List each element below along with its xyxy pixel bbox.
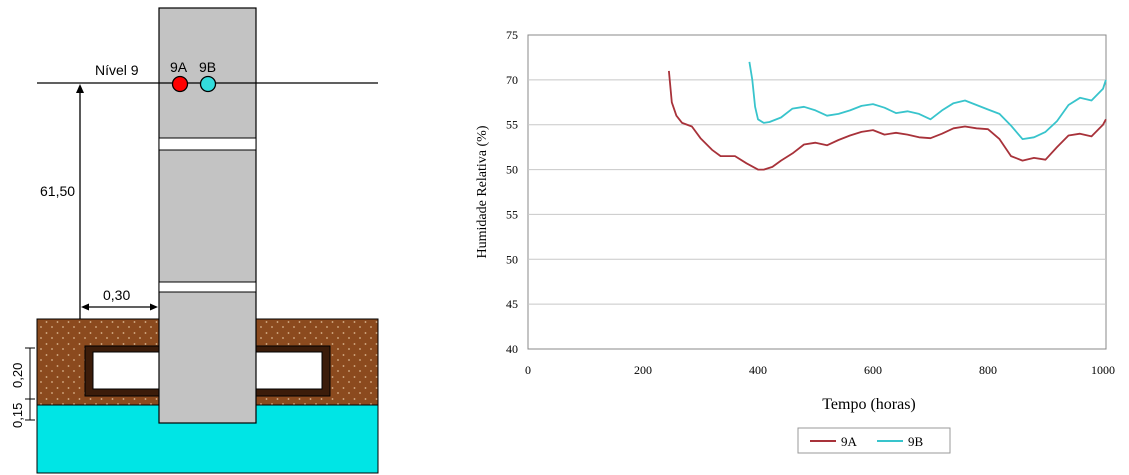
arrow-up-icon [76,84,84,93]
offset-dimension-label: 0,30 [103,287,130,303]
y-tick-label: 70 [506,73,518,87]
y-tick-label: 55 [506,118,518,132]
x-tick-label: 1000 [1091,363,1115,377]
series-line-9a [668,70,1107,171]
legend-label-9a: 9A [841,434,858,449]
sensor-9b [199,75,217,93]
y-tick-label: 55 [506,207,518,221]
x-tick-label: 600 [864,363,882,377]
plot-area [527,34,1107,350]
x-tick-label: 200 [634,363,652,377]
y-tick-label: 50 [506,252,518,266]
x-tick-label: 800 [979,363,997,377]
arrow-right-icon [150,303,158,311]
legend-label-9b: 9B [908,434,924,449]
legend: 9A 9B [797,427,951,454]
y-axis-label: Humidade Relativa (%) [475,125,490,258]
humidity-chart: 75 70 55 50 55 50 45 40 0 200 400 600 800 1000 Humid… [475,28,1115,454]
y-tick-label: 40 [506,342,518,356]
depth-upper-label: 0,20 [10,363,25,388]
height-dimension-label: 61,50 [40,183,75,199]
pillar-joint-lower [158,281,257,293]
y-tick-label: 75 [506,28,518,42]
y-tick-label: 45 [506,297,518,311]
series-line-9b [748,61,1107,141]
depth-lower-label: 0,15 [10,403,25,428]
structure-diagram: Nível 9 9A 9B 61,50 0,30 0,20 0,15 [10,7,379,474]
x-tick-label: 0 [525,363,531,377]
y-tick-label: 50 [506,163,518,177]
level-label: Nível 9 [95,62,139,78]
arrow-left-icon [81,303,89,311]
x-tick-label: 400 [749,363,767,377]
sensor-9b-label: 9B [199,59,216,75]
x-axis-label: Tempo (horas) [822,396,916,413]
sensor-9a [171,75,189,93]
sensor-9a-label: 9A [170,59,188,75]
pillar-joint-upper [158,137,257,151]
